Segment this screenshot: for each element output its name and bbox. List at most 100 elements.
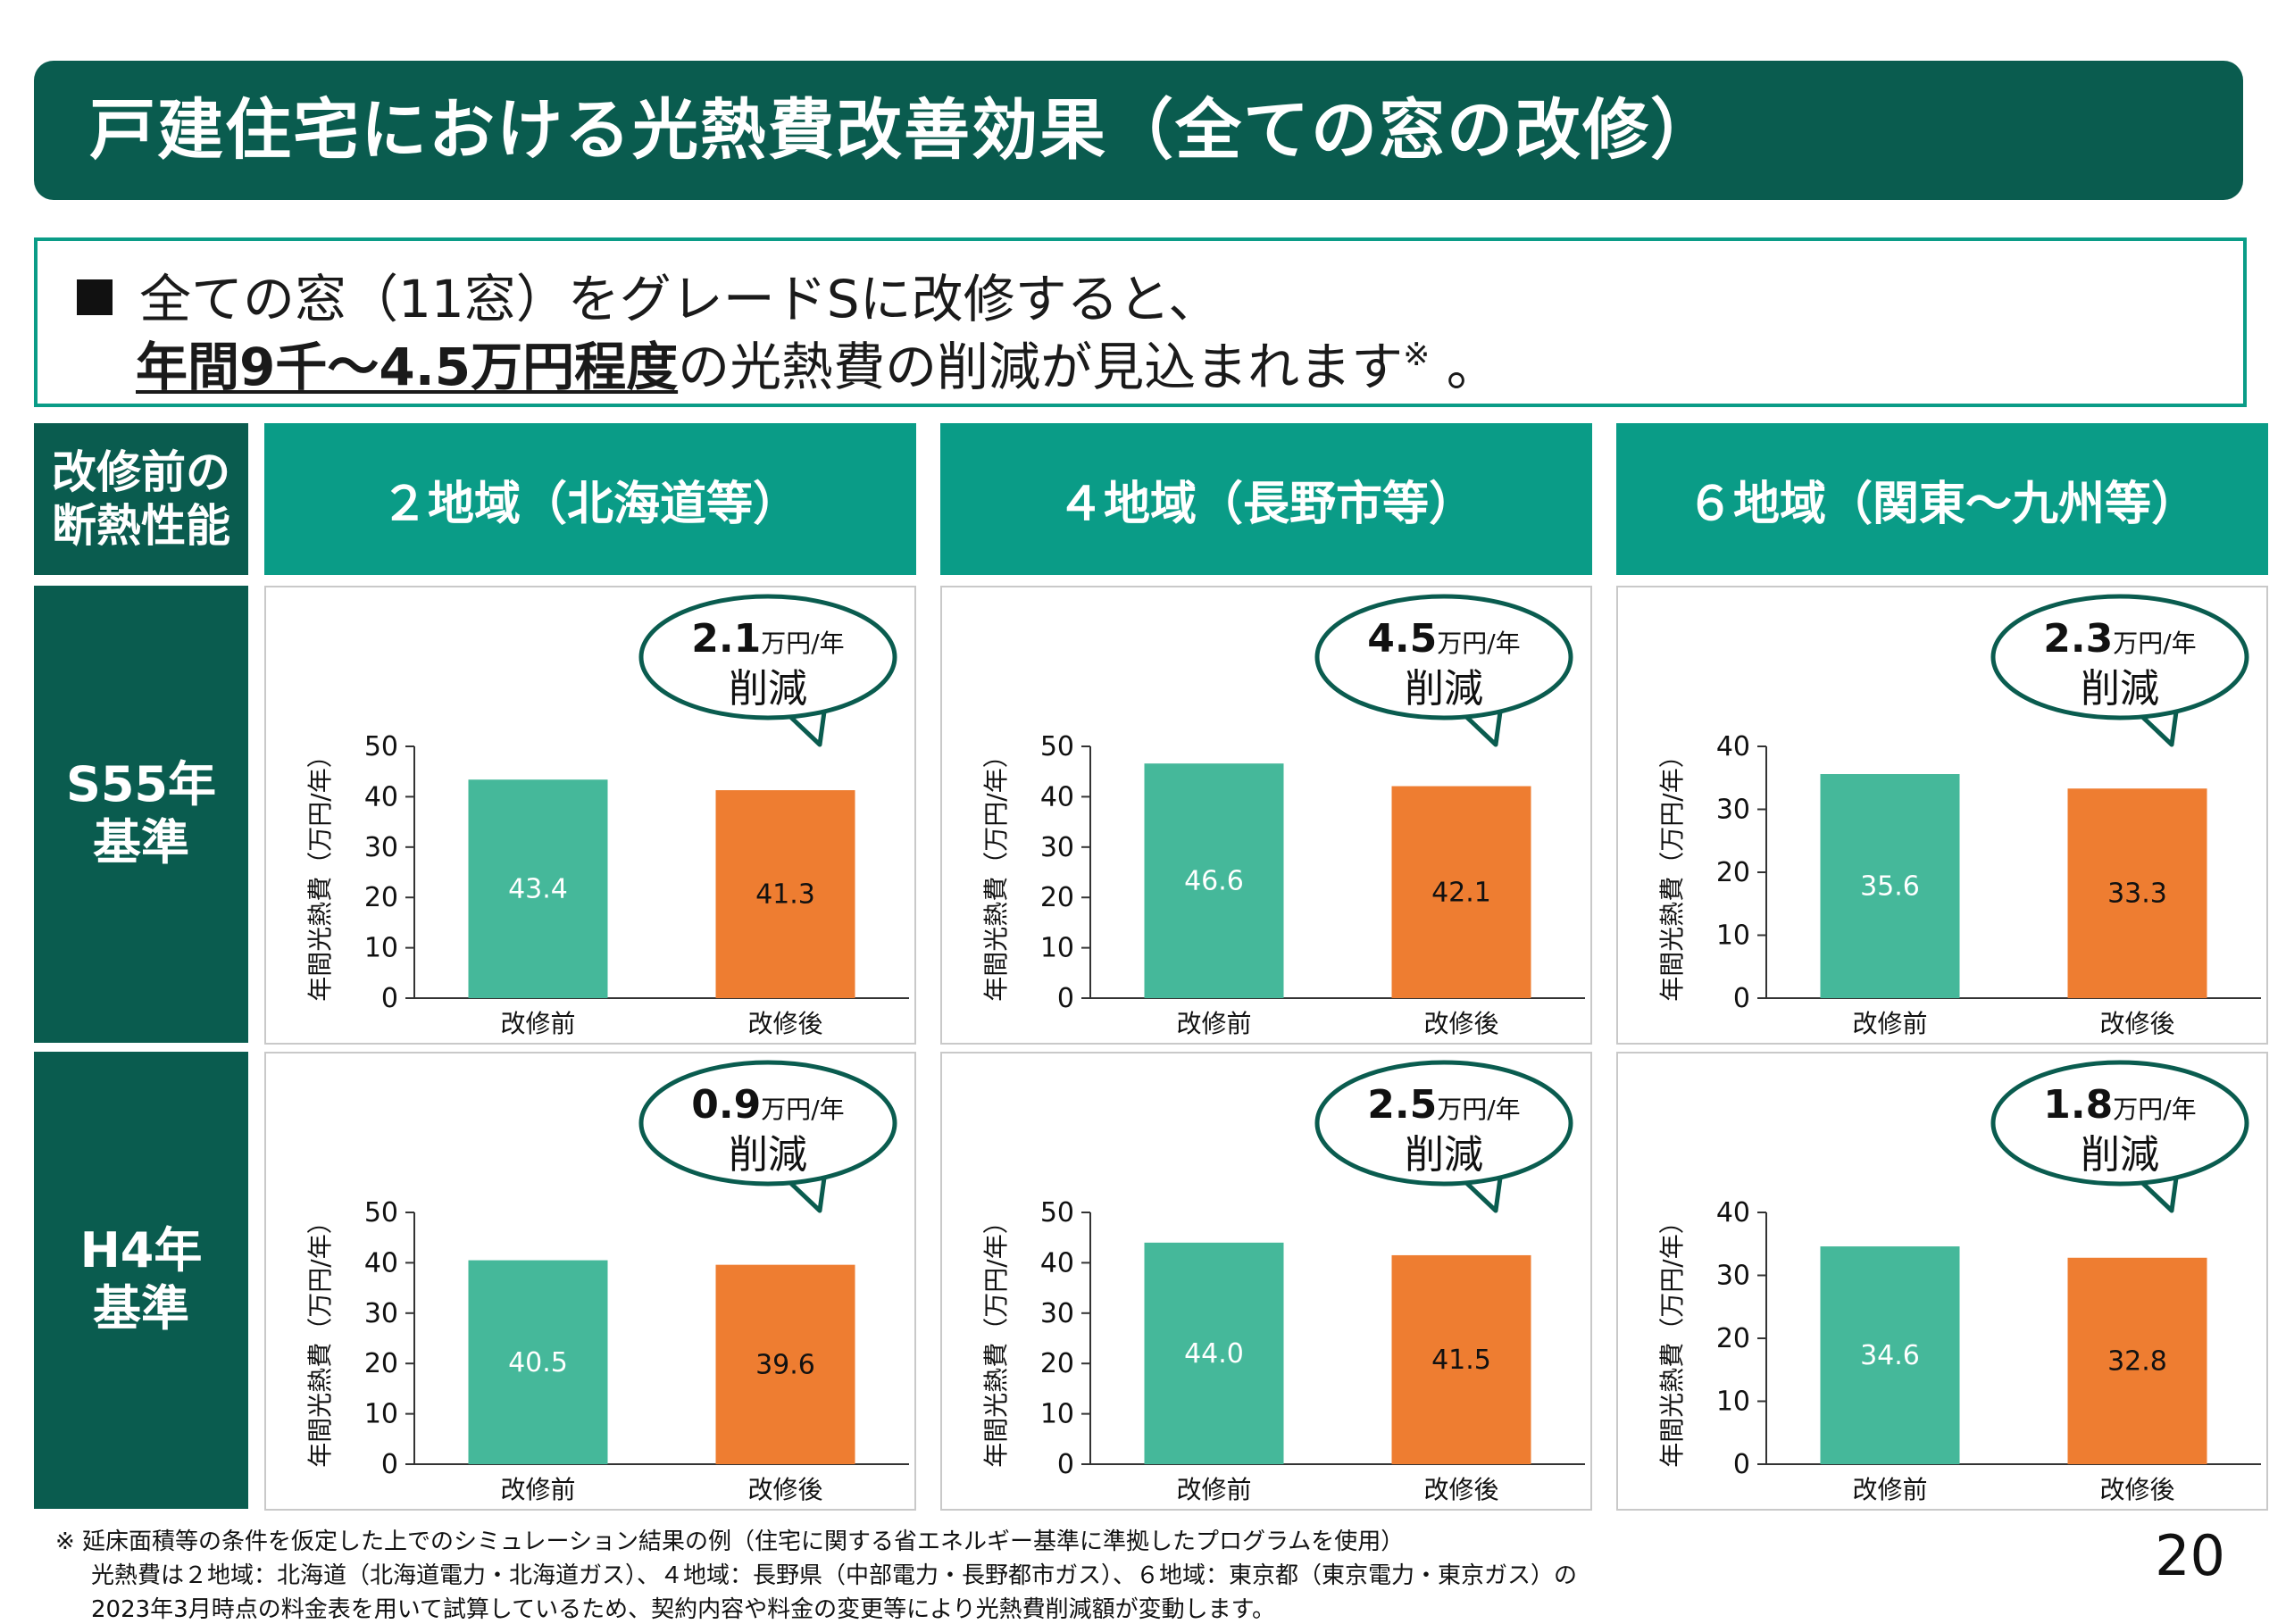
- y-tick-label: 10: [1040, 1399, 1074, 1430]
- callout-value: 2.1: [691, 616, 761, 662]
- data-label: 41.3: [755, 879, 815, 911]
- data-label: 35.6: [1860, 871, 1920, 903]
- chart-panel: 0 10 20 30 40 50 年間光熱費（万円/年） 43.4 改修前 41.3 改修後 2.1万…: [264, 586, 916, 1045]
- callout-text: 削減: [1405, 1132, 1483, 1178]
- y-tick-label: 50: [1040, 731, 1074, 762]
- callout-amount: 2.1万円/年: [691, 616, 844, 662]
- bar-after: [2067, 1257, 2207, 1464]
- x-tick-label: 改修前: [1176, 1475, 1251, 1504]
- callout-ellipse: [1990, 1060, 2249, 1187]
- footnote-1: ※ 延床面積等の条件を仮定した上でのシミュレーション結果の例（住宅に関する省エネ…: [55, 1528, 1405, 1555]
- callout-amount: 4.5万円/年: [1367, 616, 1520, 662]
- y-tick-label: 10: [1716, 1387, 1750, 1418]
- summary-line-2-text: の光熱費の削減が見込まれます: [678, 337, 1404, 397]
- callout-unit: 万円/年: [2113, 1095, 2196, 1124]
- bar-chart: 0 10 20 30 40 50 年間光熱費（万円/年） 46.6 改修前 42.1 改修後 4.5万…: [981, 594, 1585, 1038]
- row-header-s55: S55年 基準: [34, 586, 248, 1043]
- chart-panel: 0 10 20 30 40 50 年間光熱費（万円/年） 44.0 改修前 41.5 改修後 2.5万…: [940, 1052, 1592, 1511]
- x-tick-label: 改修前: [1852, 1475, 1927, 1504]
- y-tick-label: 0: [1057, 1449, 1074, 1480]
- data-label: 39.6: [755, 1349, 815, 1380]
- y-tick-label: 40: [1716, 731, 1750, 762]
- y-tick-label: 10: [364, 933, 398, 964]
- bar-before: [1144, 1242, 1284, 1464]
- x-tick-label: 改修後: [747, 1475, 822, 1504]
- y-tick-label: 20: [1040, 882, 1074, 913]
- callout-ellipse: [638, 594, 897, 720]
- y-tick-label: 50: [364, 1197, 398, 1228]
- callout-seam: [2140, 700, 2174, 713]
- data-label: 32.8: [2107, 1345, 2167, 1377]
- y-tick-label: 40: [1040, 781, 1074, 812]
- y-tick-label: 0: [1733, 1449, 1750, 1480]
- data-label: 42.1: [1431, 877, 1491, 908]
- bar-chart: 0 10 20 30 40 50 年間光熱費（万円/年） 44.0 改修前 41.5 改修後 2.5万…: [981, 1060, 1585, 1504]
- x-tick-label: 改修前: [1176, 1009, 1251, 1038]
- y-tick-label: 30: [364, 832, 398, 863]
- callout-ellipse: [638, 1060, 897, 1187]
- summary-emphasis: 年間9千～4.5万円程度: [136, 337, 679, 397]
- savings-callout: 4.5万円/年削減: [1314, 594, 1573, 747]
- callout-seam: [788, 700, 822, 713]
- callout-value: 2.3: [2043, 616, 2113, 662]
- column-header-region-6: ６地域（関東～九州等）: [1616, 423, 2268, 575]
- callout-text: 削減: [2081, 1132, 2159, 1178]
- page-number: 20: [2155, 1523, 2225, 1588]
- callout-value: 2.5: [1367, 1082, 1437, 1128]
- x-tick-label: 改修後: [1423, 1009, 1498, 1038]
- callout-seam: [1464, 1166, 1498, 1179]
- bar-after: [715, 1264, 855, 1464]
- y-tick-label: 10: [364, 1399, 398, 1430]
- data-label: 43.4: [508, 874, 568, 905]
- bar-chart: 0 10 20 30 40 年間光熱費（万円/年） 34.6 改修前 32.8 改修後 1.8万円/…: [1657, 1060, 2261, 1504]
- y-tick-label: 30: [1716, 1261, 1750, 1292]
- callout-seam: [2140, 1166, 2174, 1179]
- data-label: 44.0: [1184, 1338, 1244, 1370]
- data-label: 41.5: [1431, 1345, 1491, 1376]
- summary-line-1-text: 全ての窓（11窓）をグレードSに改修すると、: [139, 269, 1221, 329]
- x-tick-label: 改修前: [500, 1475, 575, 1504]
- savings-callout: 2.1万円/年削減: [638, 594, 897, 747]
- y-tick-label: 40: [364, 781, 398, 812]
- callout-amount: 2.5万円/年: [1367, 1082, 1520, 1128]
- y-tick-label: 40: [1716, 1197, 1750, 1228]
- data-label: 40.5: [508, 1347, 568, 1378]
- savings-callout: 0.9万円/年削減: [638, 1060, 897, 1213]
- note-mark: ※: [1403, 337, 1431, 373]
- bar-before: [468, 779, 608, 998]
- bar-after: [1391, 786, 1531, 998]
- bar-chart: 0 10 20 30 40 年間光熱費（万円/年） 35.6 改修前 33.3 改修後 2.3万円/…: [1657, 594, 2261, 1038]
- y-tick-label: 10: [1716, 920, 1750, 952]
- y-tick-label: 10: [1040, 933, 1074, 964]
- bar-chart: 0 10 20 30 40 50 年間光熱費（万円/年） 40.5 改修前 39.6 改修後 0.9万…: [305, 1060, 909, 1504]
- corner-header: 改修前の 断熱性能: [34, 423, 248, 575]
- page-title: 戸建住宅における光熱費改善効果（全ての窓の改修）: [89, 92, 1718, 169]
- y-axis-label: 年間光熱費（万円/年）: [1657, 743, 1687, 1001]
- callout-ellipse: [1314, 594, 1573, 720]
- bar-chart: 0 10 20 30 40 50 年間光熱費（万円/年） 43.4 改修前 41.3 改修後 2.1万…: [305, 594, 909, 1038]
- summary-line-2: 年間9千～4.5万円程度の光熱費の削減が見込まれます※ 。: [136, 325, 1498, 400]
- column-header-region-4: ４地域（長野市等）: [940, 423, 1592, 575]
- title-bar: 戸建住宅における光熱費改善効果（全ての窓の改修）: [34, 61, 2243, 200]
- chart-panel: 0 10 20 30 40 50 年間光熱費（万円/年） 40.5 改修前 39.6 改修後 0.9万…: [264, 1052, 916, 1511]
- y-axis-label: 年間光熱費（万円/年）: [305, 743, 335, 1001]
- x-tick-label: 改修後: [2099, 1475, 2174, 1504]
- x-tick-label: 改修後: [1423, 1475, 1498, 1504]
- y-tick-label: 40: [1040, 1247, 1074, 1278]
- y-tick-label: 0: [381, 983, 398, 1014]
- y-tick-label: 20: [364, 1348, 398, 1379]
- y-tick-label: 0: [1733, 983, 1750, 1014]
- callout-ellipse: [1314, 1060, 1573, 1187]
- y-axis-label: 年間光熱費（万円/年）: [981, 1209, 1011, 1467]
- bar-after: [2067, 788, 2207, 998]
- y-tick-label: 0: [381, 1449, 398, 1480]
- summary-line-1: 全ての窓（11窓）をグレードSに改修すると、: [77, 257, 1220, 332]
- callout-seam: [788, 1166, 822, 1179]
- y-tick-label: 0: [1057, 983, 1074, 1014]
- y-tick-label: 20: [1716, 1323, 1750, 1354]
- square-bullet-icon: [77, 279, 113, 315]
- callout-unit: 万円/年: [2113, 629, 2196, 658]
- callout-value: 4.5: [1367, 616, 1437, 662]
- y-tick-label: 50: [364, 731, 398, 762]
- y-tick-label: 50: [1040, 1197, 1074, 1228]
